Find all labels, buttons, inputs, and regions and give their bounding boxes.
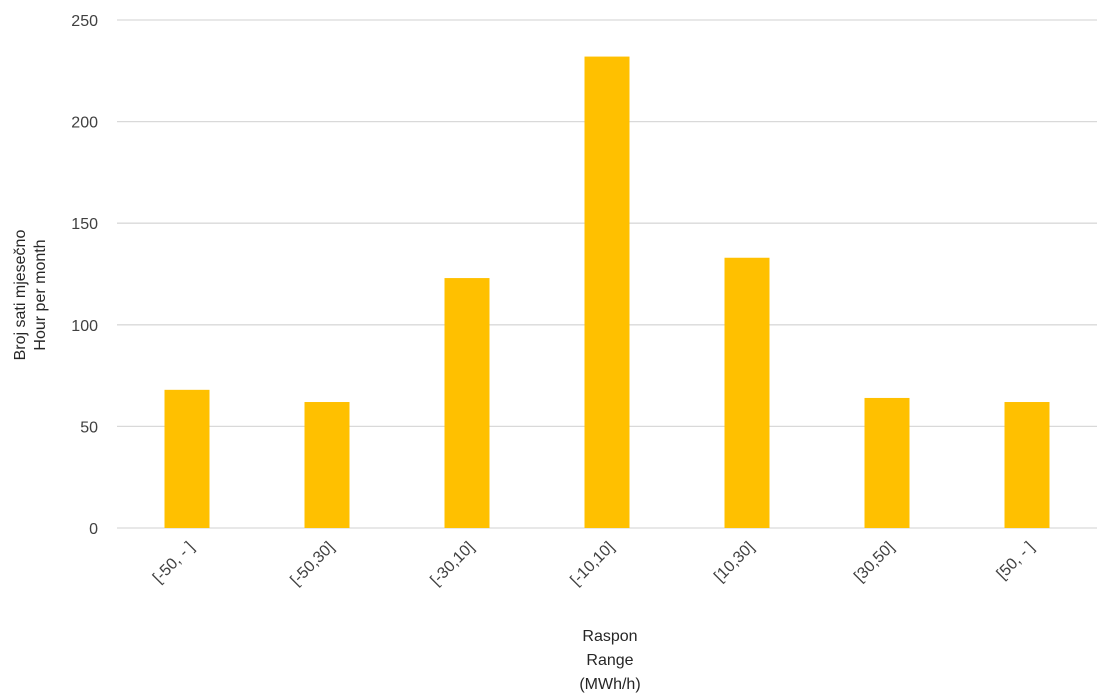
x-tick-label: [-50, - ] [150, 539, 198, 587]
x-tick-label: [50, - ] [994, 539, 1038, 583]
x-axis-title-line-3: (MWh/h) [579, 676, 640, 693]
y-tick-label: 250 [71, 13, 98, 30]
bar [164, 389, 210, 528]
y-axis-ticks: 0 50 100 150 200 250 [71, 13, 98, 538]
y-axis-title: Broj sati mjesečno Hour per month [12, 230, 49, 361]
x-axis-title-line-2: Range [586, 652, 633, 669]
x-tick-label: [-50,30] [287, 539, 337, 589]
y-tick-label: 200 [71, 115, 98, 132]
y-tick-label: 150 [71, 216, 98, 233]
x-axis-ticks: [-50, - ] [-50,30] [-30,10] [-10,10] [10,30]… [150, 539, 1038, 589]
bar [1004, 402, 1050, 528]
bar [864, 397, 910, 528]
bar [584, 56, 630, 529]
x-tick-label: [10,30] [711, 539, 758, 586]
y-axis-title-line-2: Hour per month [32, 239, 49, 350]
x-tick-label: [-10,10] [567, 539, 617, 589]
x-tick-label: [30,50] [851, 539, 898, 586]
y-tick-label: 50 [80, 419, 98, 436]
bar [304, 402, 350, 528]
bar [724, 257, 770, 528]
x-axis-title-line-1: Raspon [582, 628, 637, 645]
y-tick-label: 100 [71, 318, 98, 335]
bar [444, 278, 490, 528]
y-tick-label: 0 [89, 521, 98, 538]
x-tick-label: [-30,10] [427, 539, 477, 589]
x-axis-title: Raspon Range (MWh/h) [579, 628, 640, 693]
bars [164, 56, 1050, 529]
y-axis-title-line-1: Broj sati mjesečno [12, 230, 29, 361]
